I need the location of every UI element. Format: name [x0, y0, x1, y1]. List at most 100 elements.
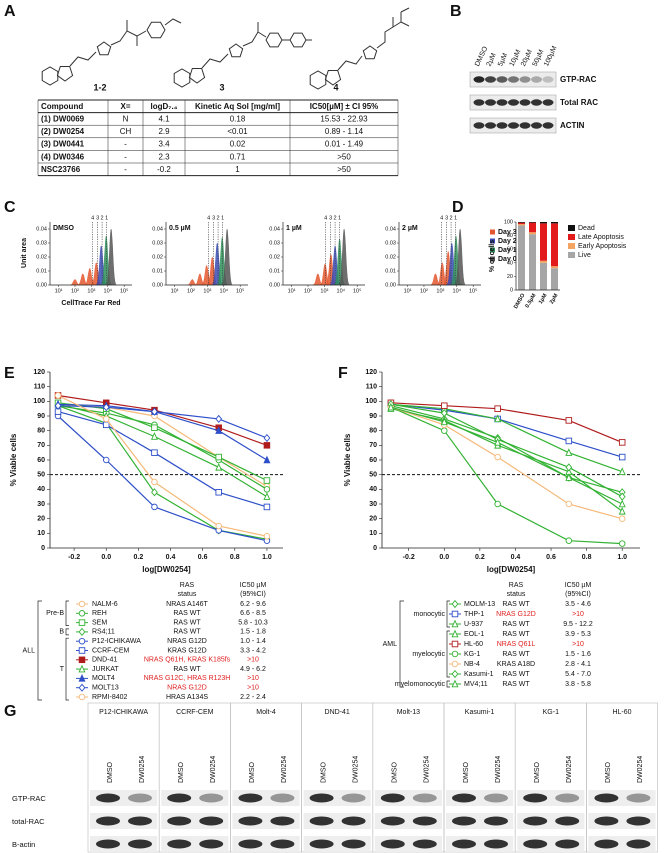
- legend-label: Late Apoptosis: [578, 234, 624, 241]
- blot-band: [452, 793, 476, 803]
- lane-label: DW0254: [139, 756, 146, 783]
- blot-row-label: GTP-RAC: [12, 794, 46, 803]
- data-point: [565, 473, 573, 481]
- blot-band: [555, 839, 580, 849]
- y-tick-label: 40: [37, 486, 45, 493]
- table-cell: 0.71: [230, 152, 246, 161]
- ras-status: RAS WT: [173, 666, 201, 673]
- column-header: IC50 µM: [565, 582, 592, 589]
- table-cell: >50: [337, 165, 351, 174]
- ras-status: NRAS G12D: [167, 638, 207, 645]
- table-cell: -: [124, 152, 127, 161]
- blot-band: [519, 76, 531, 83]
- cell-line-label: Molt-4: [256, 709, 276, 716]
- blot-band: [485, 76, 496, 83]
- data-point: [151, 478, 158, 486]
- blot-band: [484, 793, 508, 803]
- x-tick-label: 0.4: [511, 554, 521, 561]
- bar-segment: [518, 225, 525, 290]
- blot-band: [341, 839, 366, 849]
- legend-marker: [78, 683, 86, 692]
- x-tick-label: 10³: [320, 288, 328, 294]
- data-point: [215, 453, 222, 461]
- cell-line-label: Kasumi-1: [465, 709, 495, 716]
- legend-swatch: [490, 229, 495, 235]
- lane-label: DW0254: [352, 756, 359, 783]
- legend-label: DND-41: [92, 657, 117, 664]
- table-cell: 2.3: [158, 152, 170, 161]
- bar-segment: [540, 260, 547, 263]
- ic50-range: 1.5 - 1.6: [565, 651, 591, 658]
- generation-label: 4: [440, 215, 443, 221]
- x-axis-label: CellTrace Far Red: [61, 300, 120, 307]
- bar-segment: [551, 266, 558, 269]
- histogram-peak: [194, 273, 205, 286]
- blot-band: [594, 839, 619, 849]
- structure-ring: [173, 68, 191, 88]
- legend-label: RPMI-8402: [92, 694, 128, 701]
- y-tick-label: 70: [369, 442, 377, 449]
- histogram-peak: [77, 273, 88, 286]
- data-point: [440, 408, 448, 418]
- blot-band: [270, 793, 295, 803]
- structure-bond: [400, 7, 410, 13]
- table-header: logD₇.₄: [150, 102, 177, 111]
- y-tick-label: 120: [33, 369, 45, 376]
- blot-band: [473, 76, 485, 83]
- blot-row-label: B-actin: [12, 840, 35, 849]
- y-tick-label: 80: [37, 428, 45, 435]
- cell-line-label: Molt-13: [397, 709, 420, 716]
- blot-row-label: ACTIN: [560, 121, 585, 130]
- legend-marker: [78, 664, 86, 673]
- data-point: [151, 503, 158, 511]
- ras-status: RAS WT: [502, 651, 530, 658]
- generation-label: 2: [101, 215, 104, 221]
- blot-band: [199, 839, 224, 849]
- legend-swatch: [568, 225, 575, 231]
- y-tick-label: 0.04: [36, 226, 47, 232]
- blot-band: [309, 839, 334, 849]
- legend-label: Kasumi-1: [464, 671, 494, 678]
- blot-band: [555, 816, 580, 826]
- y-tick-label: 40: [369, 486, 377, 493]
- x-tick-label: 10⁵: [469, 287, 477, 294]
- legend-label: Day 3: [498, 229, 517, 236]
- subgroup-label: Pre-B: [46, 610, 64, 617]
- column-header: IC50 µM: [240, 582, 267, 589]
- y-tick-label: 0.04: [152, 226, 163, 232]
- data-point: [618, 515, 626, 522]
- x-tick-label: 10⁵: [120, 287, 128, 294]
- y-tick-label: 0.02: [385, 254, 396, 260]
- panel-label: G: [4, 703, 16, 720]
- lane-label: DMSO: [463, 761, 470, 783]
- y-axis-label: Unit area: [21, 238, 28, 268]
- data-point: [150, 432, 158, 440]
- generation-label: 4: [91, 215, 94, 221]
- data-point: [263, 486, 271, 493]
- legend-label: EOL-1: [464, 631, 484, 638]
- ic50-range: 5.4 - 7.0: [565, 671, 591, 678]
- group-bracket: [399, 600, 404, 688]
- ras-status: RAS WT: [502, 621, 530, 628]
- blot-band: [531, 99, 542, 106]
- structure-bond: [69, 51, 97, 67]
- y-tick-label: 0.01: [152, 268, 163, 274]
- y-tick-label: 0.04: [385, 226, 396, 232]
- legend-label: Day 1: [498, 247, 517, 254]
- legend-label: NALM-6: [92, 601, 118, 608]
- data-point: [151, 407, 158, 416]
- legend-marker: [451, 610, 459, 618]
- blot-band: [555, 793, 580, 803]
- y-tick-label: 110: [34, 384, 45, 391]
- lane-label: DMSO: [178, 761, 185, 783]
- data-point: [565, 500, 573, 508]
- ras-status: RAS WT: [502, 671, 530, 678]
- table-header: Compound: [41, 102, 83, 111]
- panel-label: A: [4, 3, 16, 20]
- blot-band: [523, 793, 548, 803]
- panel-label: C: [4, 199, 16, 216]
- cell-line-label: P12-ICHIKAWA: [99, 709, 148, 716]
- lane-label: DMSO: [320, 761, 327, 783]
- data-point: [54, 392, 62, 399]
- ras-status: KRAS G12D: [167, 647, 206, 654]
